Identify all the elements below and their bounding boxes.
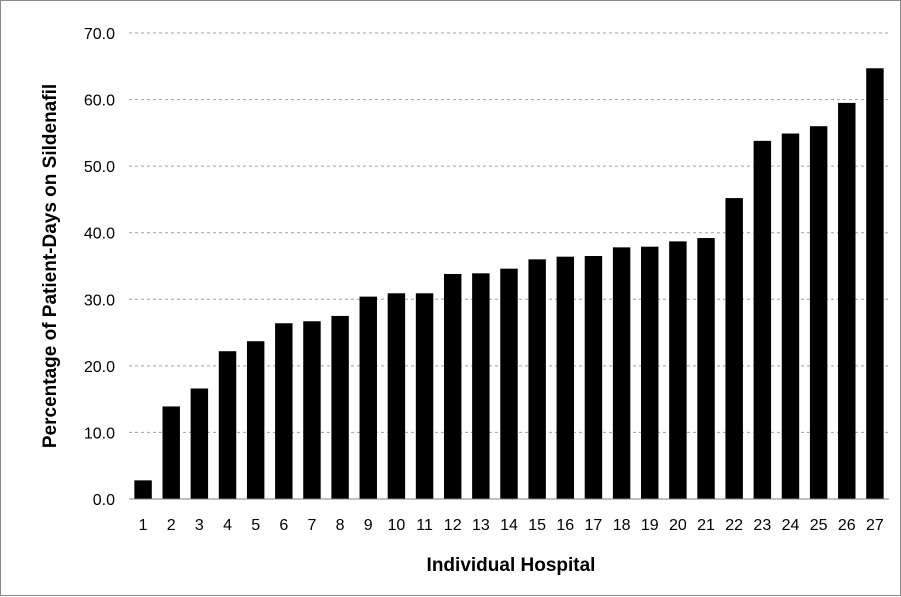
x-tick-label: 22: [725, 517, 743, 534]
x-tick-label: 26: [838, 517, 856, 534]
y-tick-label: 30.0: [84, 292, 115, 309]
y-axis-title: Percentage of Patient-Days on Sildenafil: [40, 84, 61, 448]
x-tick-labels: 1 2 3 4 5 6 7 8 9 10 11 12 13 14 15 16 17 18 19 20 21 22 23 24 2…: [139, 517, 884, 534]
x-tick-label: 7: [308, 517, 317, 534]
bar-hospital-6: [275, 323, 293, 499]
x-tick-label: 12: [444, 517, 462, 534]
x-tick-label: 27: [866, 517, 884, 534]
y-tick-label: 10.0: [84, 425, 115, 442]
x-tick-label: 14: [500, 517, 518, 534]
bar-hospital-1: [134, 480, 152, 499]
bar-hospital-23: [753, 140, 772, 500]
bar-hospital-3: [190, 388, 209, 499]
x-tick-label: 18: [613, 517, 631, 534]
x-tick-label: 1: [139, 517, 148, 534]
bar-hospital-10: [387, 293, 406, 499]
bar-hospital-25: [809, 126, 828, 499]
bar-hospital-13: [472, 273, 490, 499]
bar-hospital-19: [641, 246, 659, 499]
bar-hospital-4: [218, 351, 237, 499]
x-tick-label: 11: [416, 517, 433, 534]
x-tick-label: 6: [279, 517, 288, 534]
x-tick-label: 17: [585, 517, 603, 534]
x-axis-title: Individual Hospital: [427, 555, 596, 576]
y-tick-label: 70.0: [84, 26, 115, 43]
x-tick-label: 8: [336, 517, 345, 534]
bar-hospital-7: [303, 321, 321, 499]
y-tick-label: 0.0: [93, 492, 115, 509]
y-tick-label: 60.0: [84, 93, 115, 110]
x-tick-label: 10: [388, 517, 406, 534]
x-tick-label: 5: [251, 517, 260, 534]
bar-hospital-2: [162, 406, 180, 499]
x-tick-label: 3: [195, 517, 204, 534]
bar-hospital-14: [500, 268, 518, 499]
bar-hospital-21: [697, 238, 715, 500]
x-tick-label: 25: [810, 517, 828, 534]
bar-hospital-9: [359, 296, 377, 499]
bar-hospital-16: [556, 256, 575, 499]
x-tick-label: 15: [528, 517, 546, 534]
x-tick-label: 19: [641, 517, 659, 534]
bar-hospital-20: [669, 241, 687, 499]
bar-hospital-11: [415, 293, 434, 499]
bars: [134, 68, 884, 500]
bar-hospital-26: [838, 102, 856, 500]
x-tick-label: 21: [697, 517, 715, 534]
x-tick-label: 13: [472, 517, 490, 534]
bar-hospital-24: [781, 133, 800, 499]
x-tick-label: 2: [167, 517, 176, 534]
bar-hospital-18: [612, 247, 631, 499]
x-tick-label: 23: [753, 517, 771, 534]
y-tick-label: 40.0: [84, 226, 115, 243]
bar-hospital-22: [725, 198, 743, 499]
y-tick-label: 20.0: [84, 359, 115, 376]
x-tick-label: 20: [669, 517, 687, 534]
y-tick-label: 50.0: [84, 159, 115, 176]
x-tick-label: 9: [364, 517, 373, 534]
x-tick-label: 4: [223, 517, 232, 534]
bar-hospital-17: [584, 256, 603, 499]
x-tick-label: 24: [782, 517, 800, 534]
y-tick-labels: 0.0 10.0 20.0 30.0 40.0 50.0 60.0 70.0: [84, 26, 115, 509]
bar-hospital-12: [443, 273, 462, 499]
bar-hospital-27: [866, 68, 884, 499]
bar-hospital-15: [528, 259, 546, 499]
bar-hospital-8: [331, 315, 349, 499]
x-tick-label: 16: [556, 517, 574, 534]
bar-hospital-5: [246, 341, 265, 499]
